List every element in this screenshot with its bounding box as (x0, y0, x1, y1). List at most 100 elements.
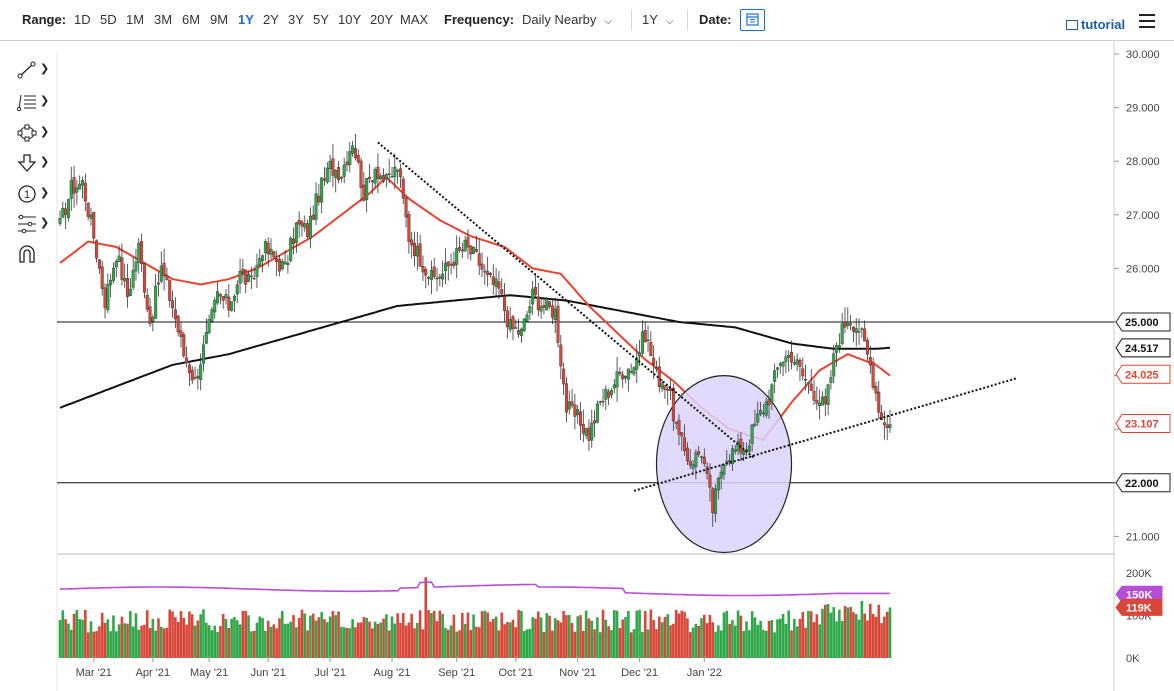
candle-down (671, 387, 675, 422)
volume-bar (812, 622, 816, 658)
volume-bar (317, 617, 321, 658)
candle-up (733, 449, 737, 452)
volume-bar (75, 609, 79, 658)
candle-down (880, 412, 884, 420)
candle-up (860, 328, 864, 330)
toolbar-divider (687, 9, 688, 31)
volume-bar (216, 632, 219, 658)
candle-down (643, 330, 647, 343)
volume-bar (840, 620, 844, 658)
fibonacci-tool[interactable]: ❯ (12, 90, 52, 114)
volume-bar (500, 612, 504, 658)
arrow-down-icon (17, 154, 37, 172)
candle-down (218, 293, 222, 297)
candle-down (252, 277, 256, 280)
candle-down (168, 279, 172, 301)
volume-bar (396, 613, 399, 658)
candle-up (761, 412, 765, 415)
range-5y-button[interactable]: 5Y (313, 12, 329, 27)
price-tag-label: 24.025 (1125, 369, 1159, 381)
candle-down (488, 273, 492, 276)
candle-down (362, 184, 366, 201)
range-1d-button[interactable]: 1D (74, 12, 91, 27)
range-10y-button[interactable]: 10Y (338, 12, 362, 27)
film-icon (1066, 20, 1078, 30)
volume-bar (227, 627, 231, 658)
candle-down (702, 456, 706, 465)
volume-bar (829, 612, 833, 658)
candle-down (885, 424, 889, 429)
range-max-button[interactable]: MAX (400, 12, 429, 27)
volume-bar (382, 618, 385, 658)
tutorial-link[interactable]: tutorial (1066, 17, 1125, 32)
calendar-button[interactable] (740, 9, 765, 31)
volume-bar (348, 628, 352, 658)
candle-down (865, 340, 869, 355)
volume-bar (64, 619, 67, 658)
range-20y-button[interactable]: 20Y (370, 12, 394, 27)
candle-up (384, 173, 388, 179)
range-1m-button[interactable]: 1M (126, 12, 145, 27)
number-marker-tool[interactable]: 1 ❯ (12, 182, 52, 206)
candle-up (778, 363, 782, 366)
range-3m-button[interactable]: 3M (154, 12, 173, 27)
measure-tool[interactable]: ❯ (12, 212, 52, 236)
volume-bar (241, 610, 245, 658)
hamburger-menu-icon[interactable] (1139, 14, 1155, 32)
chevron-down-icon: ⌵ (604, 16, 613, 27)
candle-up (773, 370, 777, 382)
range-5d-button[interactable]: 5D (100, 12, 117, 27)
volume-bar (781, 613, 785, 658)
candle-down (322, 178, 326, 181)
candle-up (69, 180, 73, 199)
candle-down (345, 161, 349, 166)
volume-bar (432, 610, 436, 658)
range-3y-button[interactable]: 3Y (288, 12, 304, 27)
candle-up (66, 199, 70, 218)
range-6m-button[interactable]: 6M (182, 12, 201, 27)
candle-down (337, 167, 341, 181)
volume-bar (621, 619, 625, 658)
volume-bar (123, 623, 127, 658)
volume-bar (61, 610, 65, 658)
arrow-marker-tool[interactable]: ❯ (12, 151, 52, 175)
volume-bar (413, 628, 416, 658)
trend-line-icon (17, 61, 36, 79)
range-1y-button[interactable]: 1Y (238, 12, 254, 27)
volume-bar (843, 605, 847, 658)
candle-down (140, 241, 144, 264)
candle-up (795, 359, 799, 365)
candle-up (117, 255, 121, 262)
candle-down (432, 266, 436, 278)
volume-bar (337, 611, 340, 658)
candle-up (283, 261, 287, 265)
trend-line-tool[interactable]: ❯ (12, 58, 52, 82)
candle-down (480, 263, 484, 270)
candle-down (376, 166, 380, 180)
candle-up (820, 396, 824, 406)
range-2y-button[interactable]: 2Y (263, 12, 279, 27)
shapes-tool[interactable]: ❯ (12, 121, 52, 145)
volume-bar (58, 619, 62, 658)
period-select[interactable]: 1Y ⌵ (642, 12, 674, 27)
volume-bar (264, 630, 267, 658)
candle-up (151, 317, 155, 322)
range-9m-button[interactable]: 9M (210, 12, 229, 27)
candle-down (843, 321, 847, 328)
volume-bar (221, 614, 225, 658)
volume-bar (148, 628, 152, 658)
candle-down (190, 369, 194, 381)
candle-down (120, 257, 124, 280)
volume-bar (615, 610, 619, 658)
volume-bar (328, 616, 332, 658)
volume-bar (269, 626, 273, 658)
candle-down (401, 178, 405, 199)
volume-bar (793, 618, 796, 658)
volume-bar (562, 611, 565, 658)
volume-bar (89, 621, 93, 658)
frequency-select[interactable]: Daily Nearby ⌵ (522, 12, 612, 27)
candle-down (387, 173, 391, 175)
magnet-tool[interactable] (12, 242, 52, 266)
candle-up (576, 409, 580, 416)
volume-bar (823, 604, 827, 658)
